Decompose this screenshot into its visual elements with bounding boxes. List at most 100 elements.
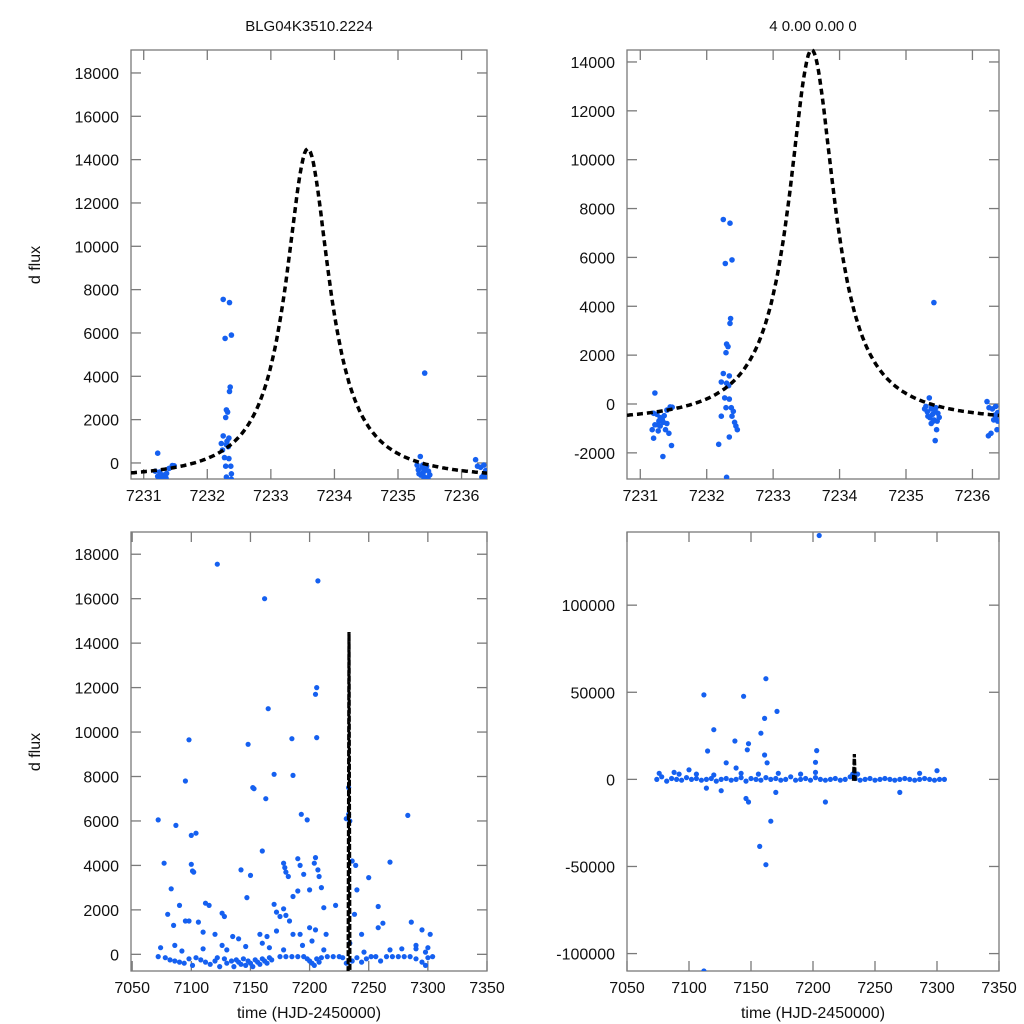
y-tick-label: 4000 xyxy=(83,858,119,875)
model-curve xyxy=(131,146,487,475)
y-tick-label: 50000 xyxy=(571,685,616,702)
data-point xyxy=(872,777,878,783)
data-point xyxy=(422,949,429,955)
data-point xyxy=(221,454,228,461)
data-point xyxy=(727,320,733,327)
data-point xyxy=(744,747,750,753)
data-point xyxy=(660,453,666,460)
data-point xyxy=(228,958,235,964)
data-point xyxy=(244,895,250,901)
data-point xyxy=(168,886,174,892)
y-tick-label: 12000 xyxy=(75,196,120,213)
data-point xyxy=(757,843,763,850)
data-point xyxy=(408,919,414,925)
data-point xyxy=(167,957,173,963)
data-point xyxy=(312,691,319,697)
data-point xyxy=(425,955,431,961)
y-tick-label: 8000 xyxy=(83,770,119,787)
data-point xyxy=(281,906,287,912)
data-point xyxy=(661,412,667,419)
x-tick-label: 7350 xyxy=(469,980,505,997)
data-point xyxy=(649,426,655,433)
x-tick-label: 7235 xyxy=(888,488,924,505)
data-point xyxy=(361,949,367,955)
data-point xyxy=(262,596,268,602)
data-point xyxy=(243,962,249,969)
data-point xyxy=(198,957,204,963)
data-point xyxy=(867,775,873,782)
data-point xyxy=(703,776,710,783)
data-point xyxy=(992,403,999,410)
data-point xyxy=(399,946,405,952)
plot-area xyxy=(155,561,436,971)
data-point xyxy=(283,869,289,875)
data-point xyxy=(741,693,747,699)
data-point xyxy=(363,956,369,962)
x-tick-label: 7232 xyxy=(689,488,725,505)
data-point xyxy=(683,775,690,781)
data-point xyxy=(182,778,188,784)
data-point xyxy=(773,775,779,782)
data-point xyxy=(423,466,429,473)
data-point xyxy=(931,777,938,783)
data-point xyxy=(155,954,161,960)
plot-area xyxy=(131,146,487,479)
data-point xyxy=(652,390,658,396)
data-point xyxy=(333,902,339,909)
y-tick-label: 10000 xyxy=(571,153,616,170)
y-tick-label: 2000 xyxy=(579,348,615,365)
data-point xyxy=(984,398,990,405)
data-point xyxy=(224,409,231,415)
data-point xyxy=(330,954,336,960)
data-point xyxy=(812,759,819,765)
data-point xyxy=(387,947,393,953)
data-point xyxy=(733,765,739,771)
data-point xyxy=(726,396,733,402)
data-point xyxy=(188,861,194,867)
data-point xyxy=(743,778,749,784)
data-point xyxy=(359,959,365,965)
data-point xyxy=(295,856,301,862)
data-point xyxy=(271,901,277,907)
data-point xyxy=(298,811,304,817)
data-point xyxy=(321,905,327,911)
data-point xyxy=(251,786,257,792)
data-point xyxy=(733,776,739,783)
data-point xyxy=(226,455,232,462)
data-point xyxy=(200,946,206,952)
data-point xyxy=(228,463,234,470)
data-point xyxy=(482,475,487,479)
plot-title-left: BLG04K3510.2224 xyxy=(245,18,373,35)
data-point xyxy=(315,578,321,584)
data-point xyxy=(380,920,386,926)
data-point xyxy=(176,902,183,909)
y-tick-label: 16000 xyxy=(75,109,120,126)
data-point xyxy=(259,940,265,946)
y-tick-label: 2000 xyxy=(83,903,119,920)
model-curve xyxy=(346,632,352,971)
data-point xyxy=(162,955,168,961)
data-point xyxy=(226,388,233,395)
data-point xyxy=(994,426,999,433)
data-point xyxy=(297,862,303,869)
data-point xyxy=(265,706,271,712)
data-point xyxy=(158,945,164,951)
data-point xyxy=(763,775,769,781)
plot-frame xyxy=(130,531,488,972)
data-point xyxy=(812,775,819,781)
data-point xyxy=(366,875,372,881)
data-point xyxy=(882,775,888,782)
data-point xyxy=(221,956,227,962)
data-point xyxy=(726,434,733,440)
data-point xyxy=(798,776,804,783)
data-point xyxy=(414,462,420,468)
model-curve xyxy=(627,47,999,418)
data-point xyxy=(892,777,898,783)
y-tick-label: -100000 xyxy=(556,947,615,964)
data-point xyxy=(669,775,675,782)
data-point xyxy=(877,776,883,783)
data-point xyxy=(312,855,319,861)
data-point xyxy=(701,968,707,971)
y-tick-label: 18000 xyxy=(75,547,120,564)
data-point xyxy=(238,961,244,967)
